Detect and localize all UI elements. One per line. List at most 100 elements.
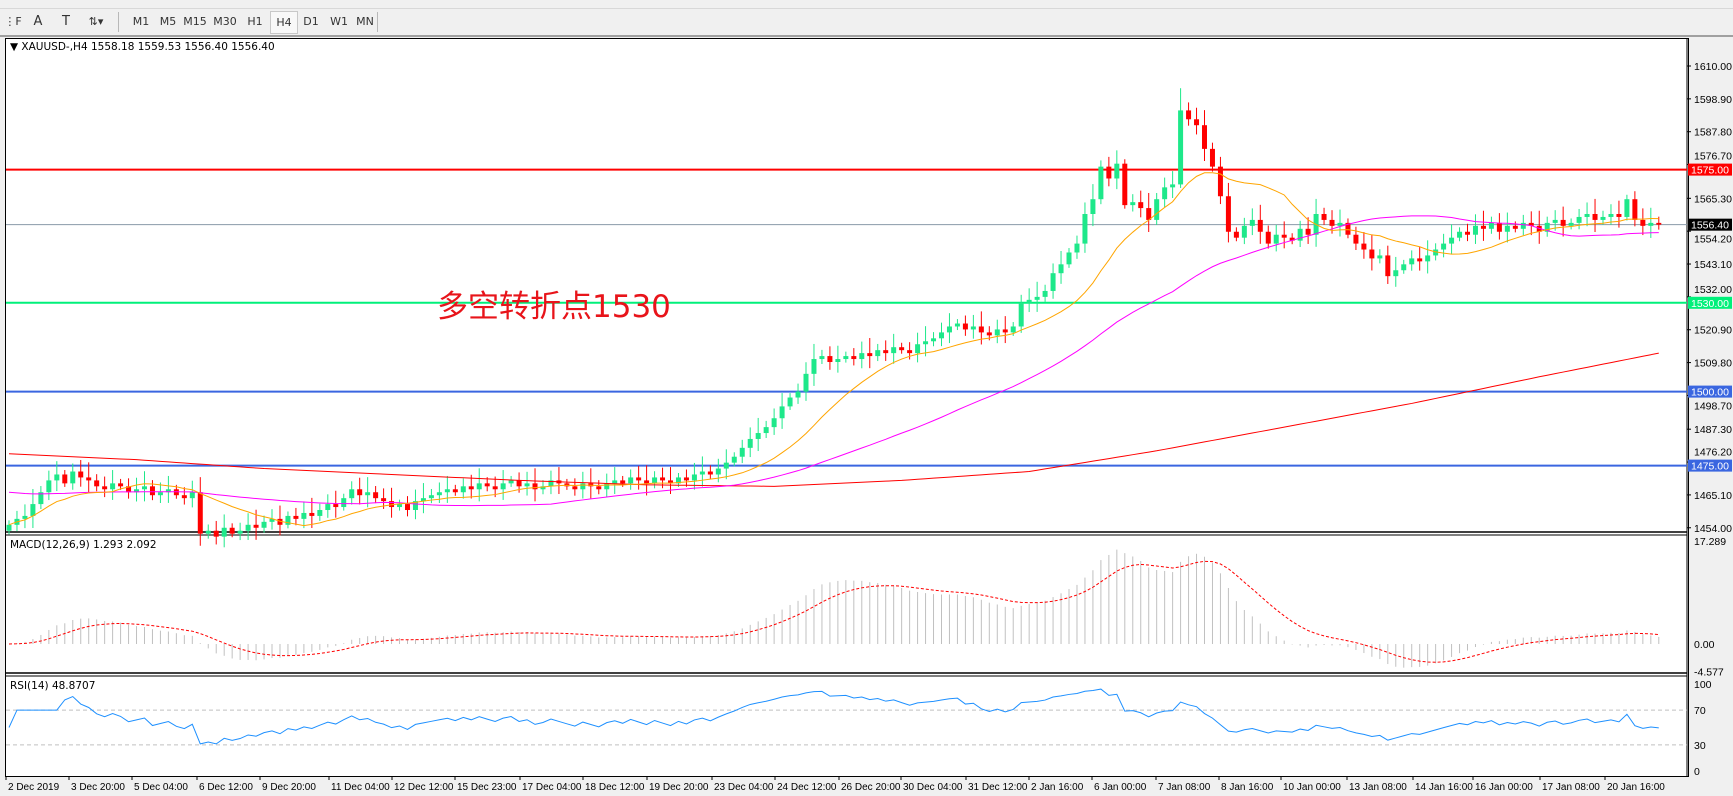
bear-candle: [62, 474, 68, 484]
bull-candle: [349, 489, 355, 499]
bear-candle: [620, 480, 626, 484]
bull-candle: [1568, 222, 1574, 226]
bull-candle: [1600, 216, 1606, 220]
time-label: 12 Dec 12:00: [394, 782, 454, 793]
bull-candle: [811, 359, 817, 374]
bear-candle: [1640, 219, 1646, 226]
time-label: 23 Dec 04:00: [714, 782, 774, 793]
bear-candle: [492, 486, 498, 490]
bear-candle: [78, 471, 84, 478]
text-icon[interactable]: A: [33, 14, 43, 29]
arrows-icon[interactable]: ⇅▾: [88, 15, 104, 28]
bear-candle: [1656, 222, 1662, 225]
bull-candle: [444, 489, 450, 493]
bull-candle: [787, 397, 793, 407]
price-tick-label: 1565.30: [1694, 193, 1732, 205]
rsi-tick-label: 70: [1694, 705, 1706, 717]
bull-candle: [285, 515, 291, 525]
bull-candle: [1441, 243, 1447, 250]
bull-candle: [221, 527, 227, 537]
chart-window[interactable]: 1610.00 1598.90 1587.80 1576.70 1565.30 1554.…: [5, 38, 1732, 778]
time-label: 20 Jan 16:00: [1607, 782, 1665, 793]
bear-candle: [253, 524, 259, 528]
bear-candle: [1194, 119, 1200, 126]
bear-candle: [118, 483, 124, 487]
fibo-lines-icon[interactable]: ⋮F: [4, 15, 22, 28]
timeframe-m5-button[interactable]: M5: [159, 15, 177, 28]
bull-candle: [628, 477, 634, 484]
bull-candle: [1449, 237, 1455, 244]
bull-candle: [1098, 166, 1104, 200]
collapse-triangle-icon[interactable]: ▼: [10, 41, 22, 53]
price-label: 1556.40: [1691, 220, 1729, 232]
bull-candle: [548, 480, 554, 487]
text-label-icon[interactable]: T: [62, 14, 70, 29]
macd-tick-label: 0.00: [1694, 639, 1715, 651]
bull-candle: [1042, 290, 1048, 297]
bear-candle: [1361, 243, 1367, 250]
price-label: 1530.00: [1691, 298, 1729, 310]
bull-candle: [22, 515, 28, 519]
bear-candle: [596, 486, 602, 490]
bull-candle: [1178, 110, 1184, 185]
bull-candle: [1273, 234, 1279, 244]
price-tick-label: 1465.10: [1694, 490, 1732, 502]
bull-candle: [970, 326, 976, 330]
bull-candle: [1409, 258, 1415, 265]
price-label: 1575.00: [1691, 165, 1729, 177]
bear-candle: [867, 353, 873, 357]
timeframe-w1-button[interactable]: W1: [330, 15, 348, 28]
bull-candle: [891, 347, 897, 354]
timeframe-h1-button[interactable]: H1: [247, 15, 263, 28]
time-label: 19 Dec 20:00: [649, 782, 709, 793]
macd-histogram: [16, 549, 1660, 668]
price-tick-label: 1543.10: [1694, 259, 1732, 271]
bear-candle: [1353, 234, 1359, 244]
bull-candle: [134, 489, 140, 493]
bull-candle: [1050, 273, 1056, 291]
bull-candle: [397, 504, 403, 508]
timeframe-m30-button[interactable]: M30: [213, 15, 237, 28]
bull-candle: [763, 427, 769, 434]
bear-candle: [149, 486, 155, 496]
ma-fast-line: [8, 172, 1659, 527]
ma-slow-line: [8, 352, 1659, 487]
bull-candle: [1401, 264, 1407, 271]
bear-candle: [986, 332, 992, 336]
bear-candle: [1329, 219, 1335, 226]
bull-candle: [1504, 225, 1510, 232]
bear-candle: [1417, 258, 1423, 262]
bull-candle: [269, 518, 275, 522]
bear-candle: [1512, 225, 1518, 229]
bull-candle: [1584, 214, 1590, 217]
bull-candle: [1608, 214, 1614, 217]
time-label: 3 Dec 20:00: [71, 782, 125, 793]
price-tick-label: 1520.90: [1694, 325, 1732, 337]
bull-candle: [580, 483, 586, 490]
timeframe-m1-button[interactable]: M1: [132, 15, 150, 28]
macd-tick-label: 17.289: [1694, 536, 1726, 548]
bear-candle: [1257, 219, 1263, 232]
bull-candle: [110, 483, 116, 490]
timeframe-h4-button[interactable]: H4: [270, 11, 298, 34]
bull-candle: [1082, 214, 1088, 244]
timeframe-mn-button[interactable]: MN: [356, 15, 374, 28]
bull-candle: [1520, 222, 1526, 229]
time-label: 11 Dec 04:00: [331, 782, 390, 793]
bull-candle: [803, 373, 809, 392]
bear-candle: [357, 489, 363, 496]
bear-candle: [1560, 219, 1566, 226]
price-tick-label: 1487.30: [1694, 424, 1732, 436]
time-label: 13 Jan 08:00: [1349, 782, 1407, 793]
rsi-tick-label: 30: [1694, 740, 1706, 752]
bull-candle: [38, 492, 44, 505]
bull-candle: [915, 344, 921, 354]
timeframe-d1-button[interactable]: D1: [303, 15, 319, 28]
drawing-timeframe-toolbar: ⋮F A T ⇅▾ M1 M5 M15 M30 H1 H4 D1 W1 MN: [0, 9, 1733, 37]
bull-candle: [6, 524, 12, 531]
bear-candle: [1265, 231, 1271, 244]
chart-canvas[interactable]: 1610.00 1598.90 1587.80 1576.70 1565.30 1554.…: [6, 39, 1733, 796]
timeframe-m15-button[interactable]: M15: [183, 15, 207, 28]
annotation-text[interactable]: 多空转折点1530: [437, 289, 671, 325]
bear-candle: [1592, 214, 1598, 220]
